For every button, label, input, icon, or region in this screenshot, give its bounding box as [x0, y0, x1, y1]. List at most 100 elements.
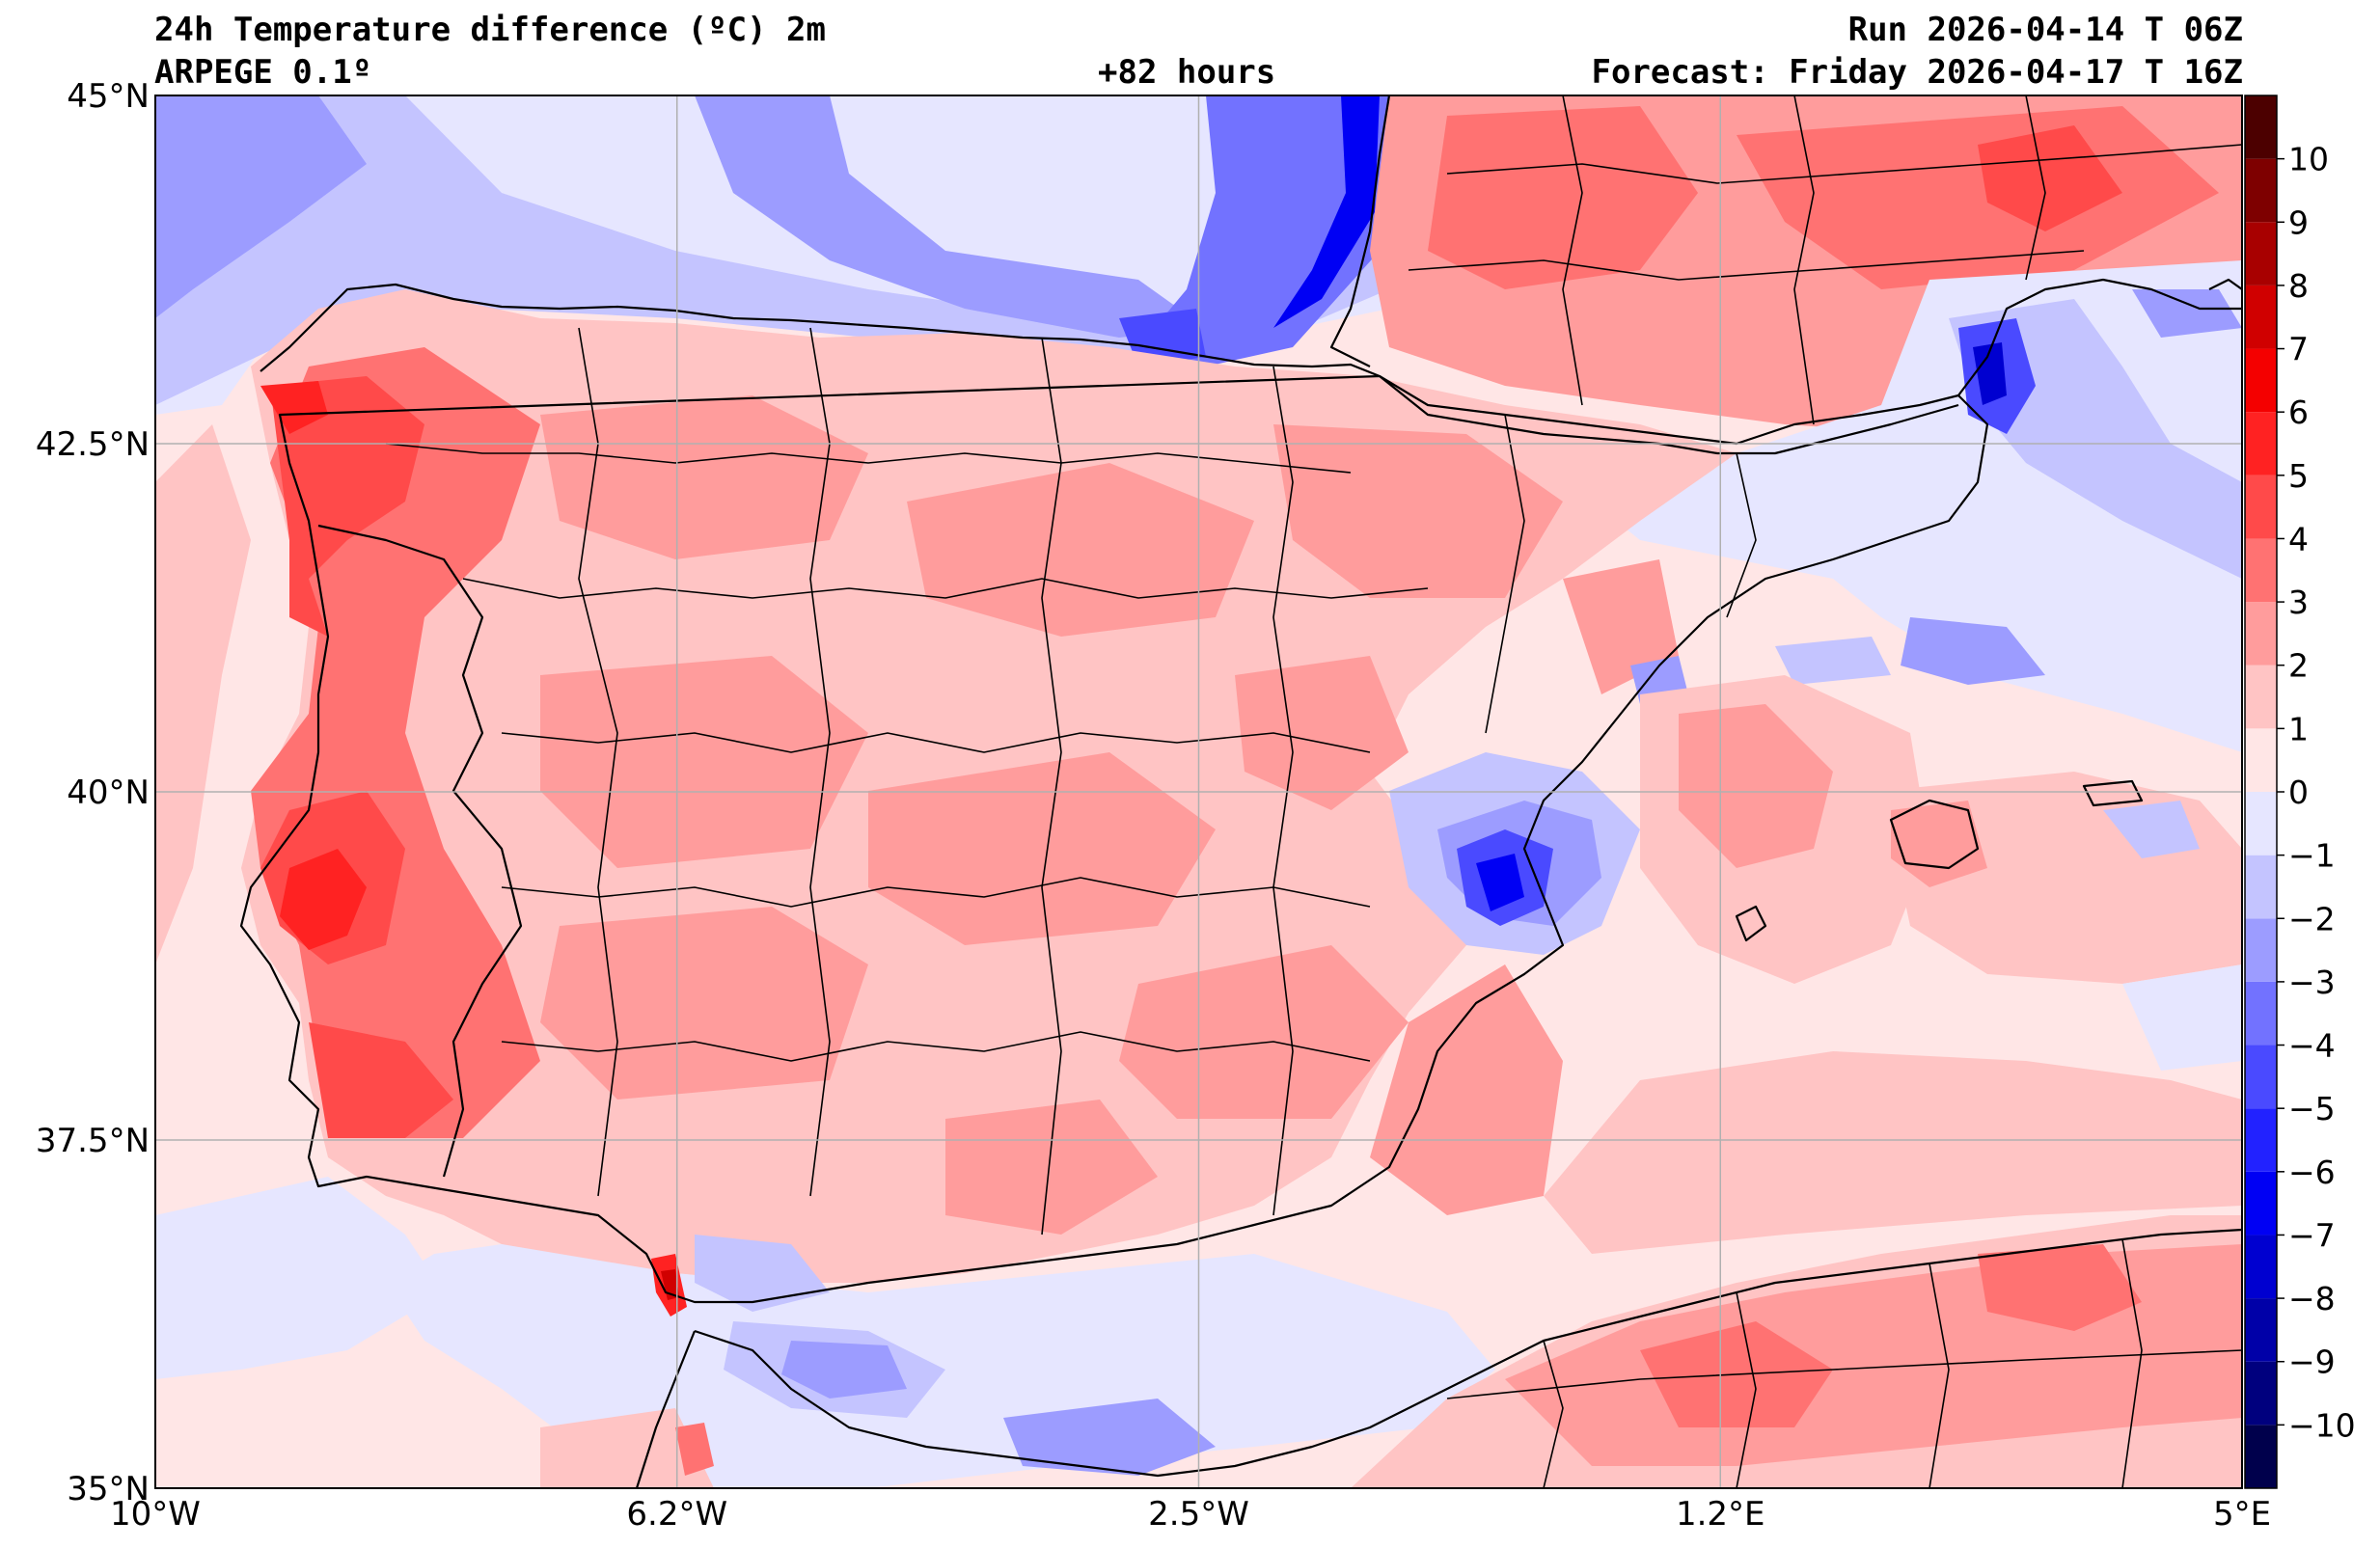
valencia-warm	[1370, 964, 1563, 1215]
ibiza-outline	[1735, 905, 1767, 942]
africa-region-border	[1446, 1349, 2242, 1399]
colorbar-segment	[2245, 348, 2277, 413]
region-border	[501, 1031, 1371, 1062]
colorbar-tick-label: −6	[2288, 1154, 2336, 1191]
gulf-lion-coast	[1957, 278, 2242, 396]
colorbar-segment	[2245, 855, 2277, 919]
valencia-cold-deep	[1476, 854, 1524, 911]
colorbar-tick-label: 1	[2288, 710, 2309, 747]
alboran-cold-4	[1003, 1399, 1216, 1476]
morocco-coast	[694, 1228, 2242, 1478]
interior-warm-9	[1563, 559, 1679, 694]
portugal-spain-border	[317, 524, 523, 1178]
galicia-warm-deep	[260, 381, 328, 434]
borders-layer	[239, 95, 2242, 1488]
colorbar-tick-label: −2	[2288, 900, 2336, 937]
africa-region-border	[1929, 1263, 1950, 1488]
lat-tick-label: 40°N	[67, 774, 150, 812]
colorbar-tick-label: −8	[2288, 1280, 2336, 1317]
cadiz-warm-core	[661, 1269, 679, 1300]
lead-time: +82 hours	[1098, 53, 1276, 92]
atlantic-sw-cold	[155, 1177, 444, 1379]
lon-tick-label: 6.2°W	[626, 1495, 727, 1534]
morocco-atlantic-coast	[635, 1330, 697, 1488]
colorbar-segment	[2245, 412, 2277, 475]
lat-tick-label: 42.5°N	[36, 425, 150, 464]
interior-warm-3	[1273, 424, 1563, 598]
interior-warm-5	[868, 752, 1216, 945]
region-border	[1272, 366, 1294, 1216]
region-border	[501, 732, 1371, 753]
france-region-border	[1793, 95, 1815, 425]
colorbar-tick-label: 4	[2288, 520, 2309, 557]
alboran-cold-3	[781, 1341, 907, 1399]
lion-cold-band	[1901, 617, 2045, 685]
interior-warm-7	[1119, 945, 1409, 1119]
colorbar-tick-label: 7	[2288, 331, 2309, 368]
region-border	[1041, 337, 1062, 1236]
colorbar-segment	[2245, 1171, 2277, 1236]
colorbar-tick-label: 2	[2288, 647, 2309, 685]
colorbar-segment	[2245, 95, 2277, 159]
algarve-warm	[309, 1022, 453, 1138]
region-border	[385, 443, 1352, 474]
colorbar-tick-label: −7	[2288, 1216, 2336, 1254]
france-warm-core-2	[1737, 106, 2219, 289]
sardinia-cold	[2103, 801, 2200, 858]
region-border	[1726, 452, 1757, 618]
colorbar-segment	[2245, 792, 2277, 855]
france-coast	[1329, 95, 1391, 367]
colorbar-segment	[2245, 1361, 2277, 1426]
galicia-warm-core	[270, 376, 424, 637]
colorbar-segment	[2245, 158, 2277, 223]
colorbar-tick-label: −10	[2288, 1406, 2356, 1444]
colorbar-tick-label: 10	[2288, 141, 2329, 178]
colorbar-segment	[2245, 538, 2277, 603]
forecast-time: Forecast: Friday 2026-04-17 T 16Z	[1591, 53, 2243, 92]
france-warm-core	[1428, 106, 1698, 289]
south-warm-1	[945, 1100, 1158, 1235]
strait-cold	[695, 1235, 830, 1312]
region-border	[462, 578, 1429, 599]
colorbar-segment	[2245, 1045, 2277, 1109]
colorbar-tick-label: −1	[2288, 837, 2336, 875]
africa-region-border	[1543, 1340, 1564, 1488]
colorbar-tick-label: −4	[2288, 1027, 2336, 1065]
region-border	[501, 877, 1371, 908]
africa-region-border	[2121, 1238, 2143, 1488]
lion-cold-spot	[2132, 289, 2242, 338]
lon-tick-label: 5°E	[2213, 1495, 2271, 1534]
map-frame	[154, 95, 2243, 1489]
mallorca-outline	[1889, 799, 1980, 870]
colorbar-tick-label: 9	[2288, 204, 2309, 241]
colorbar-segment	[2245, 981, 2277, 1046]
colorbar-segment	[2245, 918, 2277, 982]
model-name: ARPEGE 0.1º	[154, 53, 372, 92]
lisbon-warm-deep	[280, 849, 367, 950]
mallorca-warm	[1891, 801, 1987, 887]
interior-warm-2	[907, 463, 1254, 637]
lon-tick-label: 10°W	[110, 1495, 201, 1534]
iberia-coastline	[239, 283, 1989, 1304]
region-border	[1485, 414, 1525, 734]
colorbar-segment	[2245, 222, 2277, 285]
colorbar-segment	[2245, 1425, 2277, 1488]
colorbar-segment	[2245, 728, 2277, 792]
france-region-border	[1562, 95, 1583, 406]
interior-warm-1	[540, 395, 868, 559]
med-south-warm	[1544, 1051, 2242, 1254]
regions-layer	[385, 95, 2242, 1488]
colorbar-tick-label: 5	[2288, 457, 2309, 495]
latitude-labels: 45°N 42.5°N 40°N 37.5°N 35°N	[36, 77, 150, 1508]
colorbar-tick-label: −9	[2288, 1344, 2336, 1381]
morocco-warm-spot	[675, 1423, 714, 1476]
colorbar-segment	[2245, 602, 2277, 665]
north-africa-warm-4	[1978, 1244, 2142, 1331]
lat-tick-label: 45°N	[67, 77, 150, 116]
france-region-border	[1408, 250, 2085, 281]
balearic-sea-cold	[1775, 637, 1891, 685]
colorbar-tick-label: 3	[2288, 584, 2309, 621]
lon-tick-label: 2.5°W	[1148, 1495, 1249, 1534]
colorbar-tick-label: 6	[2288, 394, 2309, 431]
